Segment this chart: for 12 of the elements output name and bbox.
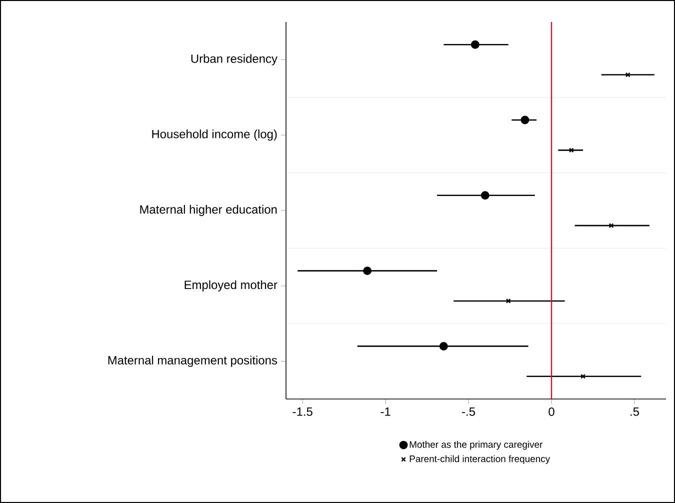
y-tick-label: Maternal management positions — [108, 356, 278, 367]
y-tick-label: Employed mother — [184, 280, 278, 292]
y-tick-label: Urban residency — [191, 54, 278, 66]
x-tick-label: -1.5 — [292, 408, 312, 416]
x-tick-label: -1 — [380, 408, 390, 416]
y-tick-label: Maternal higher education — [140, 204, 277, 216]
y-tick-label: Household income (log) — [152, 130, 277, 141]
x-tick-label: .5 — [630, 408, 639, 416]
legend-label: Mother as the primary caregiver — [410, 440, 543, 450]
x-tick-label: -.5 — [462, 408, 476, 416]
legend-label: Parent-child interaction frequency — [410, 455, 550, 464]
x-tick-label: 0 — [548, 408, 554, 416]
